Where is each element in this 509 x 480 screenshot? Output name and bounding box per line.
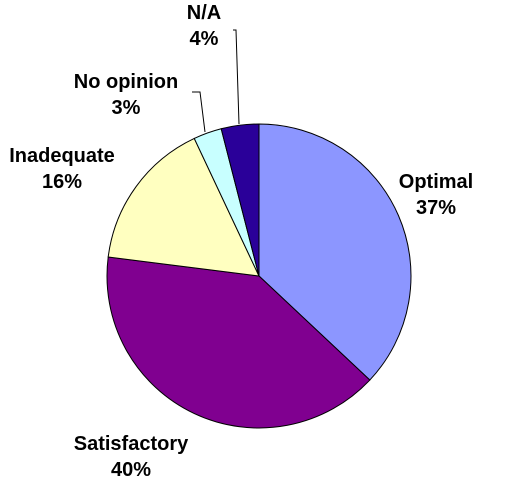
pie-slice-inadequate bbox=[107, 137, 260, 277]
leader-line bbox=[192, 91, 206, 133]
slice-label-name: Optimal bbox=[399, 171, 473, 193]
pie-slice-satisfactory bbox=[106, 256, 371, 429]
labels-layer: Optimal 37% Satisfactory 40% Inadequate 16% No… bbox=[9, 2, 473, 480]
leader-lines-layer bbox=[192, 29, 240, 133]
slice-label-name: Satisfactory bbox=[74, 433, 189, 455]
pie-slice-n-a bbox=[220, 123, 260, 277]
slice-label-percent: 3% bbox=[112, 97, 141, 119]
slice-label-percent: 16% bbox=[42, 171, 82, 193]
slice-label-name: No opinion bbox=[74, 71, 178, 93]
slice-label-name: Inadequate bbox=[9, 145, 115, 167]
pie-slice-optimal bbox=[258, 123, 412, 381]
slice-label-percent: 40% bbox=[111, 459, 151, 480]
slices-layer bbox=[106, 123, 412, 429]
leader-line bbox=[233, 29, 240, 125]
slice-label-name: N/A bbox=[187, 2, 221, 24]
slice-label-percent: 4% bbox=[190, 28, 219, 50]
slice-label-percent: 37% bbox=[416, 197, 456, 219]
